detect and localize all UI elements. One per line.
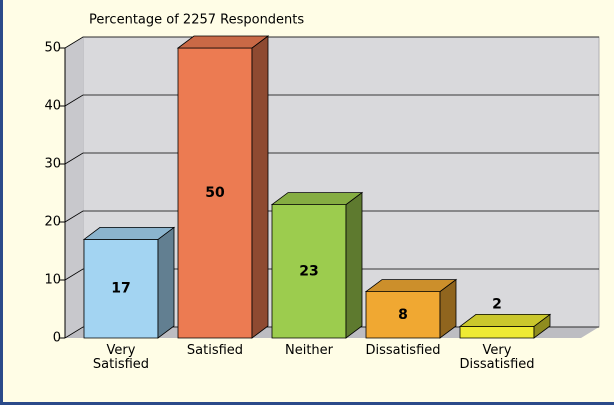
bar-front bbox=[459, 325, 535, 339]
value-label: 50 bbox=[205, 185, 225, 201]
value-label: 23 bbox=[299, 263, 318, 279]
bar bbox=[458, 313, 552, 339]
value-label: 8 bbox=[398, 307, 408, 323]
grid-line bbox=[64, 36, 599, 49]
bar-top bbox=[270, 192, 364, 206]
bar-top bbox=[176, 35, 270, 49]
y-tick-label: 10 bbox=[44, 273, 61, 288]
x-tick-label: Very Satisfied bbox=[92, 343, 150, 372]
chart: Percentage of 2257 Respondents 0 10 20 30 40… bbox=[44, 13, 600, 346]
bar-side bbox=[345, 191, 363, 339]
bar-top bbox=[82, 226, 176, 240]
side-wall bbox=[65, 37, 83, 338]
bar bbox=[364, 278, 458, 339]
grid-line bbox=[64, 94, 599, 107]
y-tick-label: 50 bbox=[44, 41, 61, 56]
chart-title: Percentage of 2257 Respondents bbox=[89, 13, 304, 28]
x-tick-label: Dissatisfied bbox=[365, 343, 441, 358]
bar bbox=[82, 226, 176, 339]
bar-side bbox=[251, 35, 269, 339]
y-tick-label: 20 bbox=[44, 215, 61, 230]
bar bbox=[176, 35, 270, 339]
bar-top bbox=[458, 313, 552, 327]
grid-line bbox=[64, 152, 599, 165]
bar-top bbox=[364, 279, 458, 293]
x-tick-label: Satisfied bbox=[186, 343, 244, 358]
value-label: 17 bbox=[111, 281, 130, 297]
value-label: 2 bbox=[492, 296, 502, 312]
y-tick-label: 40 bbox=[44, 99, 61, 114]
y-tick-label: 0 bbox=[53, 331, 61, 346]
grid-line bbox=[64, 268, 599, 281]
bar-side bbox=[157, 226, 175, 339]
x-tick-label: Neither bbox=[284, 343, 333, 358]
bar bbox=[270, 191, 364, 339]
x-tick-label: Very Dissatisfied bbox=[459, 343, 535, 372]
y-tick-label: 30 bbox=[44, 157, 61, 172]
grid-line bbox=[64, 210, 599, 223]
